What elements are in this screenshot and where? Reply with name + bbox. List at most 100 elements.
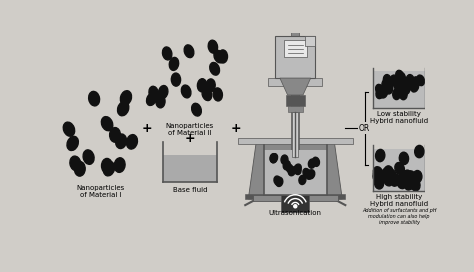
Ellipse shape [382, 79, 390, 89]
Ellipse shape [391, 174, 400, 186]
Ellipse shape [399, 82, 406, 93]
Ellipse shape [375, 149, 385, 162]
Bar [373, 149, 425, 191]
Ellipse shape [127, 135, 137, 149]
Ellipse shape [146, 93, 156, 106]
Ellipse shape [383, 81, 391, 91]
Ellipse shape [149, 86, 158, 99]
Bar [275, 36, 315, 78]
Ellipse shape [397, 174, 406, 186]
Ellipse shape [184, 45, 194, 58]
Ellipse shape [163, 47, 172, 60]
Ellipse shape [270, 154, 278, 163]
Ellipse shape [101, 117, 113, 131]
Text: Ultrasonication: Ultrasonication [269, 210, 322, 216]
Text: Addition of surfactants and pH
modulation can also help
improve stability: Addition of surfactants and pH modulatio… [362, 208, 437, 225]
Text: Base fluid: Base fluid [173, 187, 207, 193]
Ellipse shape [83, 150, 94, 164]
Ellipse shape [375, 84, 383, 95]
Bar [245, 194, 346, 199]
Ellipse shape [402, 171, 411, 183]
Ellipse shape [109, 128, 120, 142]
Ellipse shape [385, 80, 393, 90]
Ellipse shape [182, 85, 191, 98]
Ellipse shape [309, 159, 315, 168]
Ellipse shape [402, 84, 410, 94]
Bar [292, 112, 298, 157]
Ellipse shape [156, 95, 165, 108]
Ellipse shape [114, 158, 125, 172]
Bar [264, 150, 327, 196]
Ellipse shape [383, 75, 391, 85]
Text: Low stability
Hybrid nanofluid: Low stability Hybrid nanofluid [370, 111, 428, 124]
Text: High stability
Hybrid nanofluid: High stability Hybrid nanofluid [370, 194, 428, 207]
Text: Nanoparticles
of Material II: Nanoparticles of Material II [166, 123, 214, 136]
Ellipse shape [70, 156, 81, 171]
Ellipse shape [299, 175, 306, 184]
Ellipse shape [206, 79, 215, 92]
Ellipse shape [393, 89, 401, 100]
Ellipse shape [397, 177, 406, 189]
Circle shape [294, 205, 297, 208]
Ellipse shape [407, 171, 416, 183]
Text: +: + [231, 122, 241, 135]
Ellipse shape [169, 57, 179, 70]
Ellipse shape [208, 40, 218, 53]
Ellipse shape [312, 157, 319, 166]
Ellipse shape [218, 50, 228, 63]
Ellipse shape [383, 174, 393, 186]
Ellipse shape [390, 75, 398, 86]
Ellipse shape [376, 88, 384, 99]
Ellipse shape [281, 155, 288, 164]
Ellipse shape [399, 152, 409, 165]
Ellipse shape [306, 170, 313, 179]
Text: OR: OR [359, 123, 370, 133]
Ellipse shape [210, 63, 219, 75]
Ellipse shape [398, 74, 405, 85]
Ellipse shape [171, 73, 181, 86]
Text: Nanoparticles
of Material I: Nanoparticles of Material I [76, 185, 125, 198]
Ellipse shape [276, 177, 283, 187]
Bar [237, 138, 353, 144]
Ellipse shape [214, 50, 224, 63]
Ellipse shape [411, 77, 419, 88]
Ellipse shape [288, 167, 295, 176]
Ellipse shape [404, 80, 412, 91]
Ellipse shape [395, 82, 402, 92]
Ellipse shape [89, 91, 100, 106]
Bar [288, 106, 303, 112]
Ellipse shape [402, 170, 411, 183]
Ellipse shape [294, 164, 301, 173]
Ellipse shape [308, 170, 315, 179]
Ellipse shape [63, 122, 75, 136]
Text: +: + [141, 122, 152, 135]
Ellipse shape [101, 158, 112, 173]
Bar [286, 95, 304, 106]
Ellipse shape [274, 176, 281, 185]
Ellipse shape [380, 87, 388, 98]
Ellipse shape [270, 154, 277, 163]
Ellipse shape [387, 169, 396, 182]
Ellipse shape [294, 165, 301, 175]
Ellipse shape [213, 88, 222, 101]
Ellipse shape [374, 167, 383, 179]
Ellipse shape [383, 168, 392, 180]
Bar [253, 195, 337, 201]
Text: +: + [184, 132, 195, 145]
Ellipse shape [384, 166, 393, 178]
Polygon shape [248, 144, 342, 199]
Ellipse shape [415, 146, 424, 158]
Ellipse shape [402, 78, 410, 88]
Bar [304, 36, 315, 47]
Ellipse shape [120, 91, 131, 105]
Ellipse shape [283, 161, 290, 170]
Ellipse shape [404, 178, 413, 190]
Ellipse shape [373, 171, 383, 183]
Ellipse shape [417, 75, 425, 86]
Ellipse shape [116, 134, 127, 149]
Bar [292, 17, 299, 195]
Ellipse shape [410, 81, 419, 92]
Bar [163, 155, 217, 182]
Ellipse shape [408, 176, 418, 189]
Ellipse shape [406, 177, 416, 189]
